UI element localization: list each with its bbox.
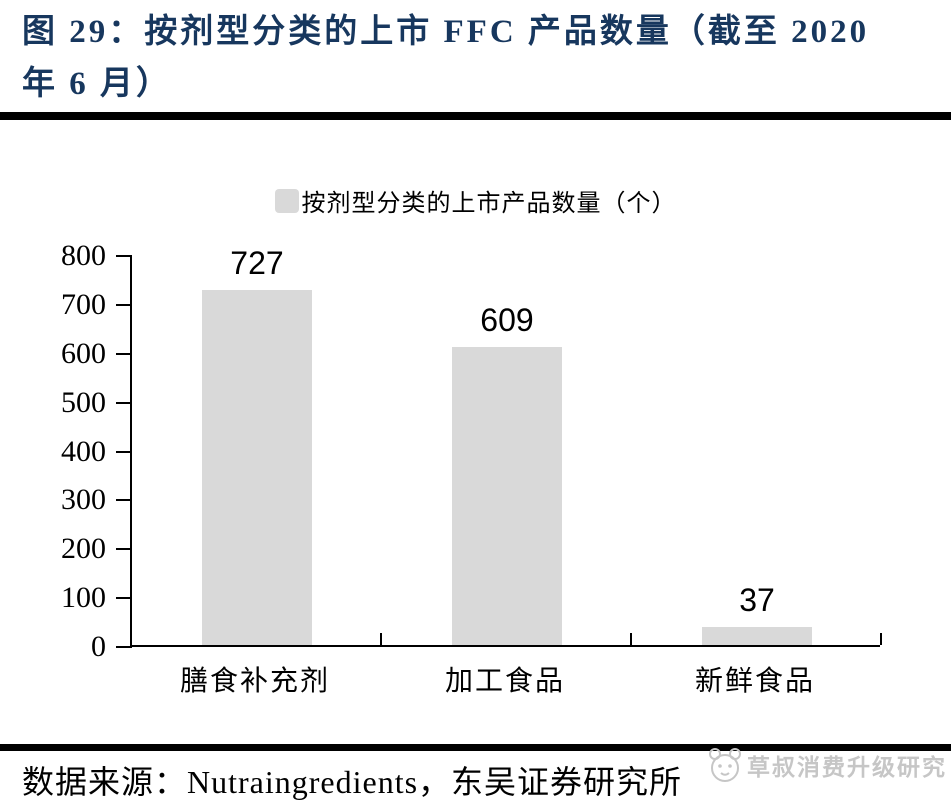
bar	[202, 289, 312, 645]
y-tick-mark	[116, 303, 132, 306]
y-tick-mark	[116, 450, 132, 453]
y-tick-mark	[116, 352, 132, 355]
x-tick-mark	[380, 633, 382, 645]
y-tick-mark	[116, 597, 132, 600]
mascot-logo-icon	[709, 748, 741, 782]
y-tick-label: 700	[61, 287, 106, 321]
figure-title-line-1: 图 29：按剂型分类的上市 FFC 产品数量（截至 2020	[22, 14, 870, 50]
source-divider-rule	[0, 744, 951, 751]
chart-legend: 按剂型分类的上市产品数量（个）	[0, 183, 951, 218]
bar	[702, 626, 812, 645]
source-note: 数据来源：Nutraingredients，东吴证券研究所	[22, 764, 683, 800]
y-tick-label: 0	[91, 630, 106, 663]
y-tick-label: 600	[61, 336, 106, 370]
x-axis-labels: 膳食补充剂 加工食品 新鲜食品	[130, 659, 880, 699]
watermark: 草叔消费升级研究	[705, 745, 947, 785]
x-category-label: 膳食补充剂	[179, 666, 331, 697]
figure-title-line-2: 年 6 月）	[22, 66, 172, 102]
x-tick-mark	[630, 633, 632, 645]
legend-label: 按剂型分类的上市产品数量（个）	[301, 191, 677, 217]
x-tick-mark	[880, 633, 882, 645]
y-tick-mark	[116, 401, 132, 404]
figure-title: 图 29：按剂型分类的上市 FFC 产品数量（截至 2020 年 6 月）	[22, 6, 939, 110]
y-axis-labels: 0 100 200 300 400 500 600 700 800	[0, 239, 106, 663]
watermark-text: 草叔消费升级研究	[747, 755, 947, 780]
y-tick-label: 200	[61, 532, 106, 566]
y-tick-label: 400	[61, 434, 106, 468]
bar-value-label: 609	[480, 302, 534, 339]
y-tick-label: 800	[61, 239, 106, 272]
y-tick-label: 100	[61, 581, 106, 615]
y-tick-mark	[116, 548, 132, 551]
bar	[452, 347, 562, 645]
plot-area: 727 609 37	[116, 245, 882, 648]
y-tick-mark	[116, 255, 132, 257]
legend-swatch-icon	[274, 188, 299, 213]
y-tick-label: 500	[61, 385, 106, 419]
bar-value-label: 727	[230, 244, 284, 281]
bar-value-label: 37	[739, 581, 775, 618]
x-category-label: 新鲜食品	[694, 666, 816, 697]
y-tick-mark	[116, 499, 132, 502]
title-divider-rule	[0, 112, 951, 120]
y-tick-mark	[116, 646, 132, 648]
x-category-label: 加工食品	[444, 666, 566, 697]
y-tick-label: 300	[61, 483, 106, 517]
